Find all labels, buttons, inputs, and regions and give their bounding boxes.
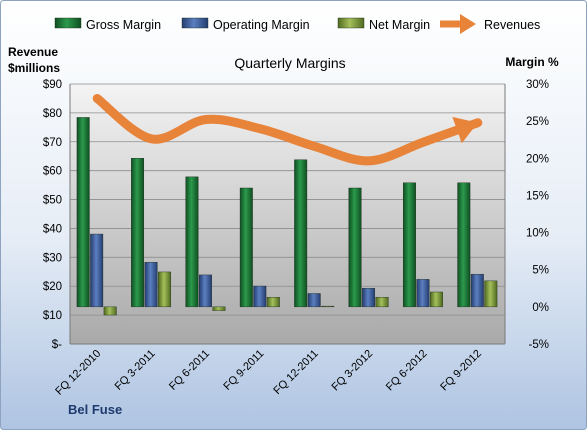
gross-margin-bar <box>185 176 199 308</box>
gross-margin-bar <box>348 187 362 308</box>
left-tick-label: $80 <box>43 108 62 120</box>
net-margin-bar <box>103 306 117 316</box>
right-tick-label: 5% <box>532 265 549 277</box>
right-tick-label: -5% <box>529 339 549 351</box>
revenues-line <box>92 93 483 166</box>
left-tick-label: $30 <box>43 252 62 264</box>
legend-gross-margin: Gross Margin <box>54 17 161 32</box>
net-margin-bar <box>321 305 335 308</box>
operating-margin-bar <box>362 288 376 308</box>
right-tick-label: 20% <box>526 153 549 165</box>
left-axis-title-line1: Revenue <box>8 45 58 59</box>
net-margin-bar <box>266 297 280 308</box>
left-tick-label: $10 <box>43 310 62 322</box>
right-tick-label: 25% <box>526 116 549 128</box>
revenues-arrowhead <box>452 116 478 144</box>
left-tick-label: $60 <box>43 166 62 178</box>
net-margin-bar <box>375 297 389 308</box>
operating-margin-bar <box>416 279 430 308</box>
gross-margin-bar <box>239 187 253 308</box>
net-margin-bar <box>158 271 172 308</box>
legend-swatch <box>54 17 82 29</box>
left-tick-label: $70 <box>43 137 62 149</box>
legend-revenues: Revenues <box>440 14 540 34</box>
gross-margin-bar <box>76 117 90 308</box>
legend-swatch <box>337 17 365 29</box>
gross-margin-bar <box>294 159 308 308</box>
legend-label: Operating Margin <box>213 18 310 32</box>
right-axis-title: Margin % <box>505 55 559 69</box>
operating-margin-bar <box>253 285 267 308</box>
legend-net-margin: Net Margin <box>337 17 430 32</box>
right-tick-label: 15% <box>526 190 549 202</box>
legend-swatch <box>181 17 209 29</box>
right-tick-label: 0% <box>532 302 549 314</box>
legend-operating-margin: Operating Margin <box>181 17 310 32</box>
legend-label: Net Margin <box>369 18 430 32</box>
left-tick-label: $90 <box>43 79 62 91</box>
chart-title: Quarterly Margins <box>234 55 345 71</box>
operating-margin-bar <box>198 274 212 308</box>
net-margin-bar <box>212 306 226 311</box>
operating-margin-bar <box>144 262 158 308</box>
legend-label: Revenues <box>484 18 540 32</box>
gross-margin-bar <box>457 182 471 308</box>
left-tick-label: $20 <box>43 281 62 293</box>
net-margin-bar <box>484 280 498 308</box>
right-tick-label: 30% <box>526 79 549 91</box>
left-tick-label: $40 <box>43 223 62 235</box>
legend-label: Gross Margin <box>86 18 161 32</box>
operating-margin-bar <box>470 273 484 308</box>
company-label: Bel Fuse <box>68 402 122 417</box>
left-tick-label: $- <box>52 339 62 351</box>
legend-arrow <box>460 14 476 34</box>
operating-margin-bar <box>90 233 104 308</box>
net-margin-bar <box>429 291 443 308</box>
right-tick-label: 10% <box>526 228 549 240</box>
left-tick-label: $50 <box>43 195 62 207</box>
left-axis-title-line2: $millions <box>8 61 60 75</box>
gross-margin-bar <box>402 182 416 308</box>
gross-margin-bar <box>131 158 145 308</box>
operating-margin-bar <box>307 293 321 308</box>
